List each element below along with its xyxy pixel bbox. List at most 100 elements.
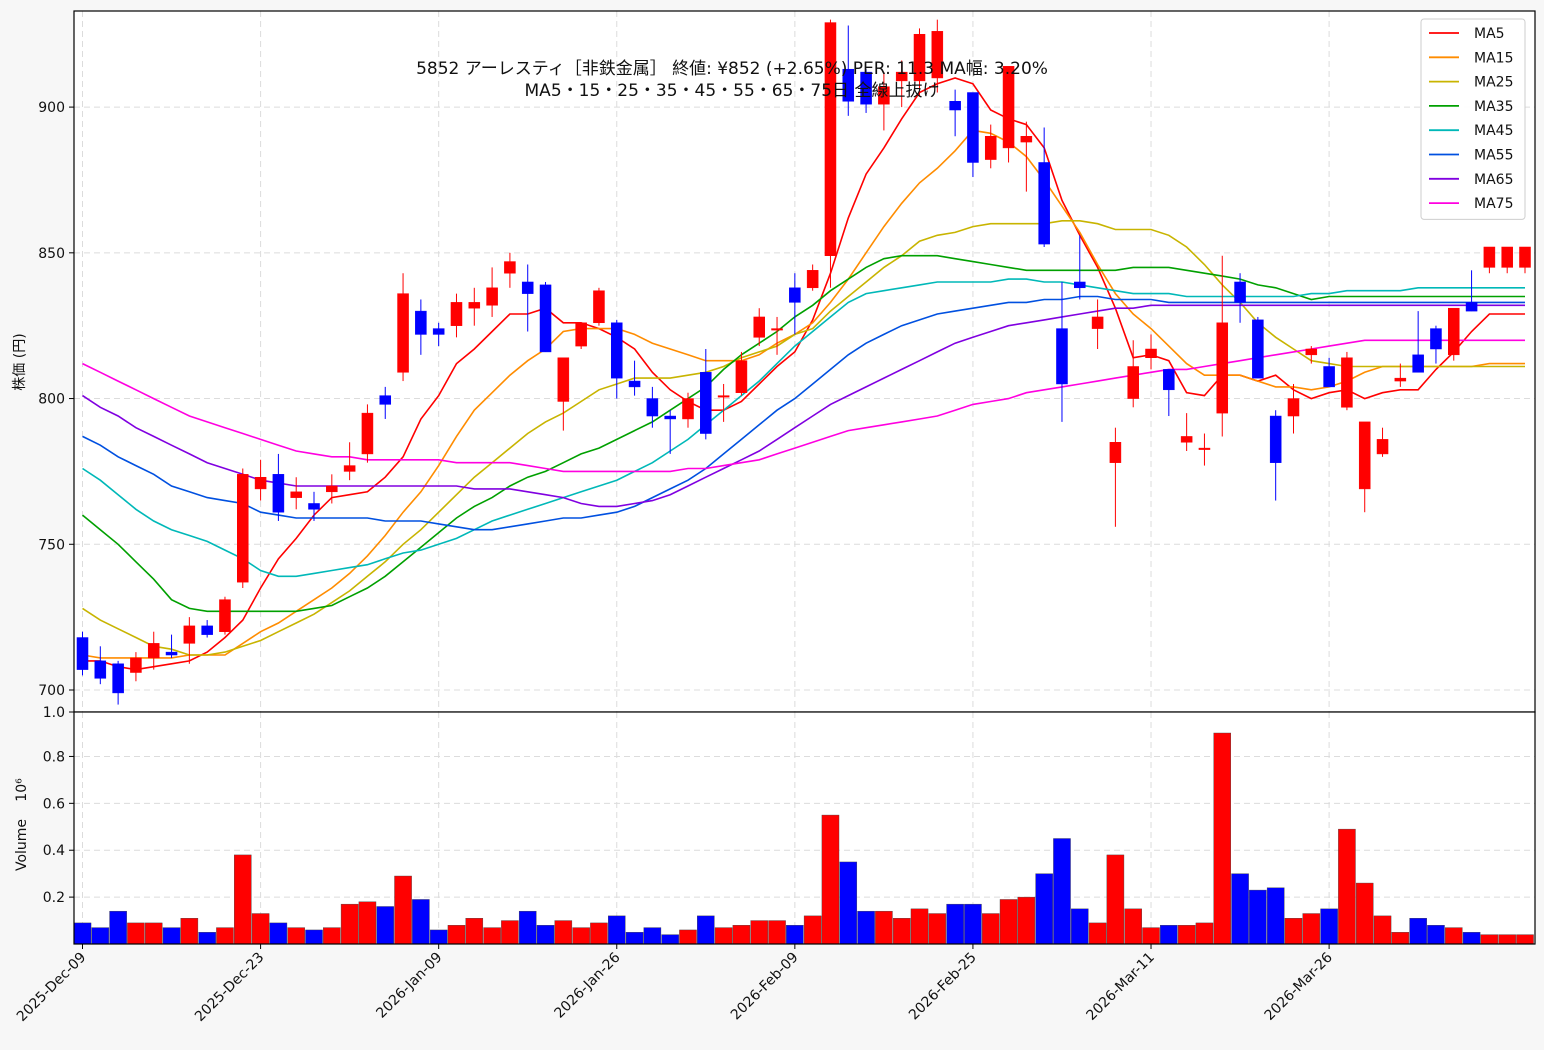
volume-bar <box>1053 838 1071 945</box>
volume-bar <box>1249 889 1267 945</box>
chart-subtitle: MA5・15・25・35・45・55・65・75日 全線上抜け <box>525 81 940 101</box>
candle <box>1234 273 1246 323</box>
volume-bar <box>1409 918 1427 945</box>
svg-text:MA75: MA75 <box>1474 196 1513 212</box>
ma-line-ma75 <box>82 339 1525 473</box>
price-tick-label: 700 <box>38 683 65 699</box>
volume-bar <box>1462 932 1481 945</box>
candle <box>913 28 926 96</box>
candle <box>1038 127 1050 247</box>
volume-tick-label: 0.8 <box>43 749 65 765</box>
volume-bar <box>518 910 537 945</box>
volume-bar <box>714 927 733 945</box>
legend-item-ma25: MA25 <box>1429 75 1513 91</box>
ma-line-ma45 <box>82 278 1525 578</box>
ma-line-ma25 <box>82 220 1525 656</box>
candle <box>1145 334 1157 370</box>
moving-average-lines <box>81 77 1525 671</box>
legend-item-ma45: MA45 <box>1429 123 1513 139</box>
candle <box>1163 369 1175 417</box>
price-y-axis: 700 750 800 850 900 <box>38 100 74 699</box>
candle <box>1216 255 1229 437</box>
volume-tick-label: 0.4 <box>43 843 65 859</box>
chart-title: 5852 アーレスティ［非鉄金属］ 終値: ¥852 (+2.65%) PER:… <box>416 59 1048 79</box>
candle <box>593 287 605 326</box>
candle <box>931 19 944 93</box>
candle <box>1447 307 1460 361</box>
candle <box>183 617 196 664</box>
volume-bar <box>216 927 234 945</box>
price-tick-label: 900 <box>38 100 65 116</box>
candle <box>308 491 320 521</box>
volume-bar <box>109 910 127 945</box>
volume-bar <box>251 913 270 945</box>
volume-bar <box>625 932 644 945</box>
volume-bar <box>287 927 305 945</box>
candle <box>1376 427 1389 457</box>
candle <box>397 273 409 382</box>
volume-bar <box>501 920 519 945</box>
volume-bar <box>340 903 359 945</box>
candle <box>700 349 712 440</box>
volume-bar <box>180 918 199 945</box>
candle <box>1501 246 1513 274</box>
candle <box>504 252 516 288</box>
candle <box>1252 316 1264 379</box>
candle <box>717 383 730 422</box>
candle <box>806 264 819 291</box>
candle <box>539 281 552 353</box>
price-tick-label: 850 <box>38 246 65 262</box>
volume-bar <box>1088 922 1107 945</box>
legend-item-ma15: MA15 <box>1429 50 1513 66</box>
volume-bar <box>1231 873 1249 945</box>
volume-bar <box>447 925 466 945</box>
ma-line-ma35 <box>81 254 1525 613</box>
volume-bar <box>892 918 911 945</box>
volume-bar <box>1338 828 1356 945</box>
candle <box>575 322 587 350</box>
volume-bar <box>73 922 92 945</box>
legend-item-ma75: MA75 <box>1429 196 1513 212</box>
volume-bar <box>162 927 181 945</box>
volume-bar <box>1320 908 1338 945</box>
svg-text:MA45: MA45 <box>1474 123 1513 139</box>
candle <box>895 60 908 108</box>
volume-tick-label: 0.6 <box>43 796 65 812</box>
svg-text:MA55: MA55 <box>1474 148 1513 164</box>
svg-text:MA65: MA65 <box>1474 172 1513 188</box>
volume-bar <box>768 920 786 945</box>
volume-bar <box>981 913 1000 945</box>
candle <box>664 410 676 454</box>
volume-bar <box>1445 927 1463 945</box>
svg-text:MA25: MA25 <box>1474 75 1513 91</box>
volume-bar <box>839 861 858 945</box>
candle <box>94 646 107 685</box>
candle <box>1180 413 1193 452</box>
volume-bar <box>198 932 216 945</box>
volume-bar <box>679 929 697 945</box>
candle <box>432 322 445 347</box>
volume-bar <box>643 927 662 945</box>
volume-bar <box>1124 908 1142 945</box>
volume-bar <box>821 814 840 945</box>
volume-bar <box>1195 922 1214 945</box>
volume-bar <box>1302 913 1321 945</box>
volume-bar <box>234 854 252 945</box>
candle <box>147 631 160 670</box>
candle <box>1198 433 1211 466</box>
candle <box>557 357 570 431</box>
volume-plot-area <box>74 712 1535 944</box>
svg-text:MA35: MA35 <box>1474 99 1513 115</box>
volume-bar <box>572 927 590 945</box>
legend-item-ma35: MA35 <box>1429 99 1513 115</box>
volume-bar <box>1017 896 1036 945</box>
candle <box>1465 270 1478 312</box>
candle <box>415 299 427 355</box>
candle <box>789 273 801 335</box>
candle <box>1323 357 1335 388</box>
candle <box>878 72 890 131</box>
candle <box>361 404 374 463</box>
candle <box>450 293 463 338</box>
candle <box>967 92 979 178</box>
candle <box>1109 427 1122 527</box>
